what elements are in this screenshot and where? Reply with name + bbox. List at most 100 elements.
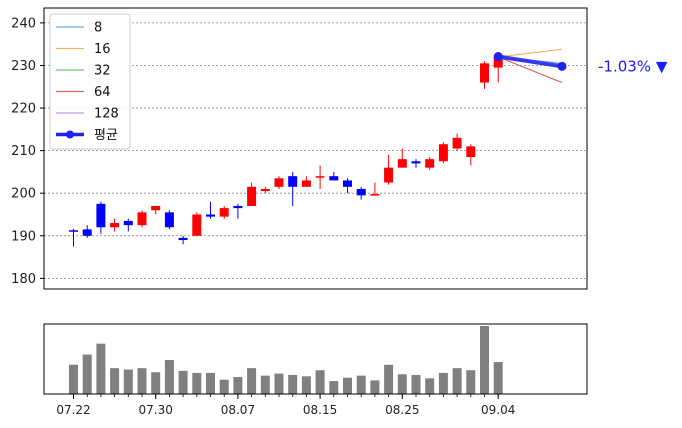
candle-body	[110, 223, 120, 228]
forecast-lines	[493, 48, 567, 84]
candle-body	[452, 137, 462, 149]
y-tick-label: 180	[11, 272, 36, 287]
x-tick-label: 08.07	[221, 403, 255, 417]
candle-body	[247, 186, 257, 206]
legend: 8 16 32 64 128 평균	[49, 13, 131, 150]
x-tick-label: 07.30	[139, 403, 173, 417]
forecast-end-marker	[557, 61, 567, 71]
candle-body	[397, 159, 407, 168]
volume-bar	[329, 381, 339, 394]
candle	[438, 142, 448, 164]
volume-bar	[343, 377, 352, 394]
volume-bar	[411, 374, 421, 394]
volume-bar	[69, 364, 78, 394]
candle-body	[69, 230, 78, 232]
legend-label: 32	[94, 64, 111, 79]
candle-body	[82, 229, 92, 236]
candle	[425, 157, 435, 170]
volume-bar	[301, 376, 311, 394]
candle-body	[384, 167, 394, 183]
volume-bar	[260, 375, 270, 394]
date-x-ticks: 07.22 07.30 08.07 08.15 08.25 09.04	[56, 394, 515, 417]
candle	[206, 201, 215, 219]
legend-item: 128	[56, 107, 119, 122]
candle-body	[356, 188, 366, 196]
candle-body	[137, 212, 147, 226]
candle	[411, 159, 421, 168]
legend-label: 64	[94, 85, 111, 100]
legend-label: 128	[94, 107, 119, 122]
volume-bar	[247, 368, 257, 394]
candle-body	[425, 159, 435, 168]
candle-body	[370, 194, 380, 196]
volume-bar	[178, 370, 188, 394]
candle	[329, 171, 339, 181]
y-tick-label: 210	[11, 144, 36, 159]
candle	[452, 133, 462, 151]
candle-body	[123, 220, 133, 226]
forecast-start-marker	[493, 52, 503, 62]
candle	[96, 201, 106, 234]
volume-bar	[137, 368, 147, 394]
candle	[274, 176, 284, 189]
volume-bars	[69, 326, 503, 394]
candle	[164, 210, 174, 230]
volume-bar	[192, 372, 202, 394]
candle	[288, 171, 298, 206]
forecast-line	[497, 56, 563, 84]
volume-bar	[466, 370, 476, 394]
legend-box	[49, 13, 131, 150]
candle	[397, 148, 407, 168]
candle	[480, 61, 489, 89]
price-y-ticks: 180 190 200 210 220 230 240	[11, 16, 44, 287]
candle	[82, 225, 92, 238]
candle-body	[233, 205, 243, 209]
candle	[466, 144, 476, 166]
candle	[315, 165, 325, 189]
volume-bar	[493, 362, 503, 394]
volume-bar	[452, 368, 462, 394]
volume-bar	[480, 326, 489, 394]
candle-body	[206, 214, 215, 217]
volume-bar	[356, 375, 366, 394]
volume-bar	[438, 372, 448, 394]
candle	[370, 182, 380, 196]
volume-bar	[206, 372, 215, 394]
volume-bar	[274, 373, 284, 394]
candle-body	[96, 203, 106, 228]
candle-body	[493, 56, 503, 68]
volume-bar	[219, 379, 229, 394]
legend-label: 평균	[94, 128, 118, 143]
candle-body	[411, 161, 421, 164]
candle	[137, 210, 147, 228]
candle-body	[315, 176, 325, 178]
volume-bar	[96, 343, 106, 394]
candle	[247, 182, 257, 206]
legend-item: 32	[56, 64, 111, 79]
candle-body	[343, 180, 352, 187]
candle	[356, 186, 366, 200]
candle	[123, 218, 133, 232]
volume-plot-frame	[43, 323, 588, 395]
y-tick-label: 220	[11, 102, 36, 117]
candle-body	[164, 212, 174, 228]
candle-body	[274, 178, 284, 187]
candle	[384, 154, 394, 185]
x-tick-label: 09.04	[481, 403, 515, 417]
candle-body	[151, 205, 161, 211]
candle-body	[219, 208, 229, 217]
candle-body	[260, 188, 270, 192]
legend-label: 8	[94, 21, 102, 36]
forecast-line	[497, 54, 563, 69]
volume-bar	[110, 368, 120, 394]
candle-body	[288, 176, 298, 187]
candle	[192, 212, 202, 236]
candlesticks	[69, 52, 503, 247]
candle-body	[329, 176, 339, 181]
candle	[343, 178, 352, 194]
candle-body	[301, 180, 311, 187]
legend-item: 8	[56, 21, 102, 36]
volume-bar	[82, 354, 92, 394]
change-annotation: -1.03% ▼	[598, 57, 668, 75]
